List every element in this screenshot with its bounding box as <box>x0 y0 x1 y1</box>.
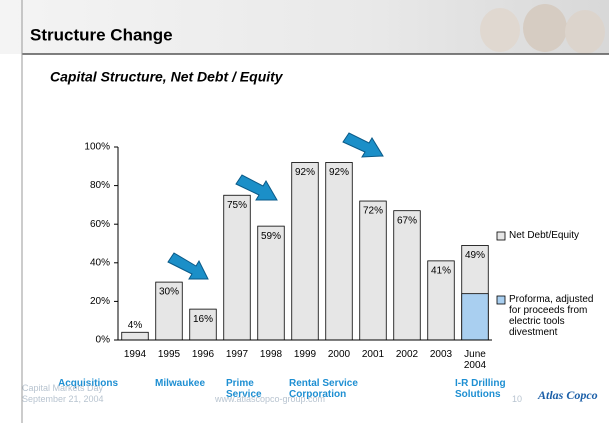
x-tick-label: June 2004 <box>455 349 495 371</box>
footer-event: Capital Markets Day <box>22 383 103 394</box>
bar <box>462 294 489 340</box>
data-label: 16% <box>193 314 213 325</box>
data-label: 67% <box>397 215 417 226</box>
data-label: 92% <box>295 167 315 178</box>
y-tick-label: 20% <box>90 296 110 307</box>
data-label: 92% <box>329 167 349 178</box>
data-label: 72% <box>363 206 383 217</box>
data-label: 59% <box>261 231 281 242</box>
bar <box>326 162 353 340</box>
y-tick-label: 80% <box>90 180 110 191</box>
y-tick-label: 60% <box>90 219 110 230</box>
photo <box>480 8 520 52</box>
footer-date: September 21, 2004 <box>22 394 104 405</box>
page-number: 10 <box>512 394 522 405</box>
legend-label: Proforma, adjusted for proceeds from ele… <box>509 294 604 338</box>
data-label: 4% <box>128 320 143 331</box>
footer-url: www.atlascopco-group.com <box>215 394 325 405</box>
slide: Structure Change Capital Structure, Net … <box>0 0 609 423</box>
slide-title: Structure Change <box>30 25 173 44</box>
bar <box>360 201 387 340</box>
data-label: 75% <box>227 200 247 211</box>
bar <box>292 162 319 340</box>
bar <box>122 332 149 340</box>
bar <box>258 226 285 340</box>
photo <box>523 4 567 52</box>
logo: Atlas Copco <box>538 390 598 401</box>
y-tick-label: 100% <box>84 142 110 153</box>
data-label: 30% <box>159 287 179 298</box>
photo <box>565 10 605 54</box>
bar <box>394 211 421 340</box>
chart-title: Capital Structure, Net Debt / Equity <box>50 69 284 85</box>
y-tick-label: 40% <box>90 257 110 268</box>
data-label: 49% <box>465 250 485 261</box>
legend-label: Net Debt/Equity <box>509 230 604 241</box>
legend-swatch <box>497 296 505 304</box>
bar <box>224 195 251 340</box>
legend-swatch <box>497 232 505 240</box>
y-tick-label: 0% <box>96 335 111 346</box>
data-label: 41% <box>431 266 451 277</box>
